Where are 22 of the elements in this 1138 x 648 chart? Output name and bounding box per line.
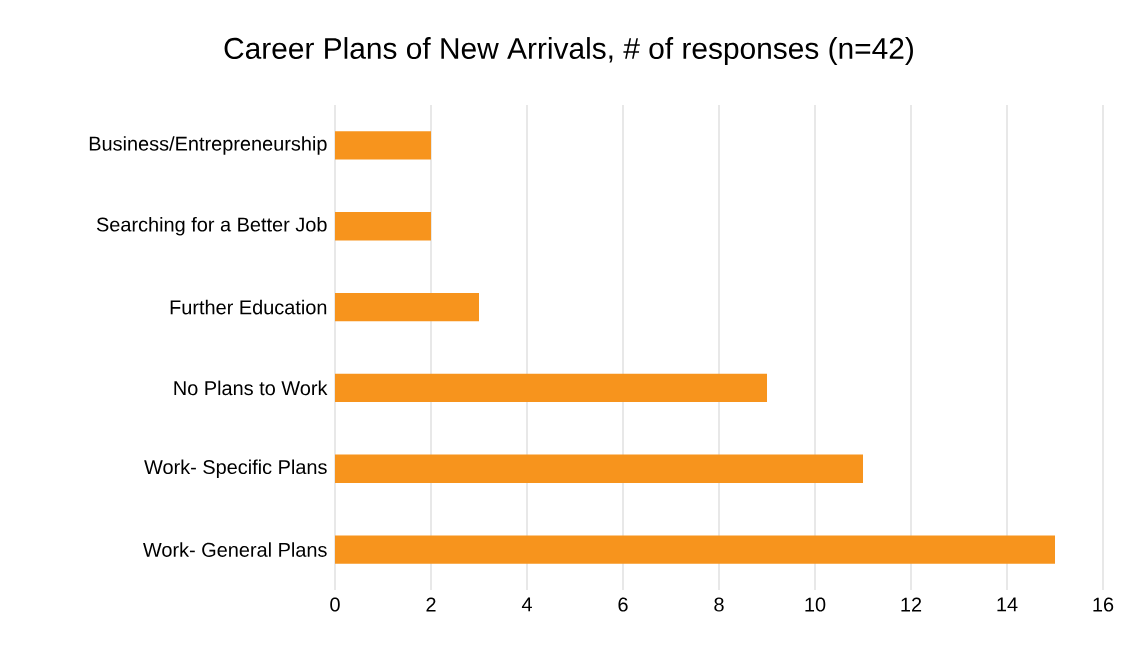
y-tick-label: Business/Entrepreneurship (89, 136, 327, 155)
y-tick-label: Work- General Plans (143, 542, 327, 557)
x-tick-label: 0 (330, 597, 340, 612)
y-tick-label: Searching for a Better Job (96, 216, 327, 236)
y-tick-label: No Plans to Work (174, 380, 328, 396)
bar (335, 292, 479, 322)
chart-title: Career Plans of New Arrivals, # of responses (n=42) (224, 37, 913, 65)
x-tick-label: 6 (618, 597, 628, 612)
x-tick-label: 4 (521, 597, 532, 612)
x-tick-label: 12 (901, 597, 922, 612)
x-tick-label: 10 (805, 597, 826, 612)
x-tick-label: 16 (1093, 597, 1114, 612)
y-tick-label: Further Education (170, 299, 327, 315)
y-tick-label: Work- Specific Plans (144, 459, 327, 479)
x-tick-label: 2 (426, 597, 436, 612)
bar (335, 535, 1056, 564)
x-tick-label: 14 (997, 597, 1018, 612)
bar (335, 373, 768, 403)
bar (335, 454, 864, 483)
x-tick-label: 8 (714, 597, 724, 612)
bar (335, 131, 431, 160)
bar (335, 212, 431, 241)
